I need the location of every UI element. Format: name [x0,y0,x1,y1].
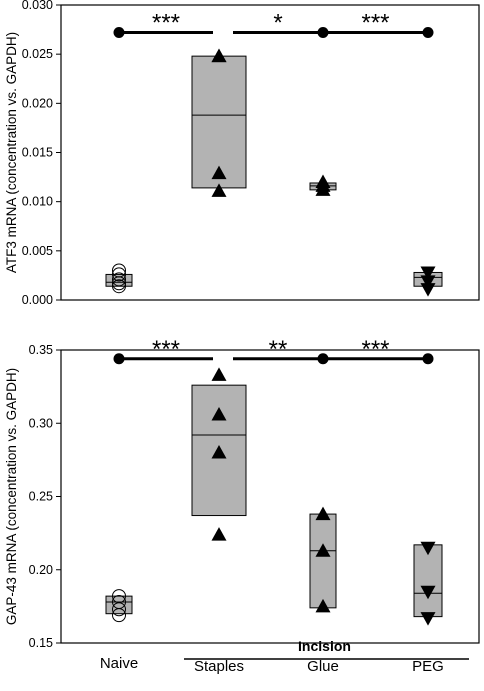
significance-label: *** [361,336,389,363]
x-label-peg: PEG [412,658,444,675]
point-glue [315,506,331,521]
x-label-naive: Naive [100,655,138,672]
point-staples [211,48,227,63]
y-tick-label: 0.30 [29,416,53,430]
significance-label: *** [152,336,180,363]
point-peg [420,541,436,556]
significance-dot [422,27,434,39]
significance-label: * [273,10,282,37]
box-glue [309,513,337,609]
point-naive [112,279,126,294]
point-peg [420,275,436,289]
point-naive [112,589,126,604]
point-naive [112,272,126,287]
y-tick-label: 0.025 [22,47,53,61]
y-tick-label: 0.000 [22,293,53,307]
y-tick-label: 0.35 [29,343,53,357]
point-naive [112,263,126,278]
point-peg [420,266,436,280]
point-staples [211,367,227,381]
point-peg [420,585,436,600]
y-tick-label: 0.15 [29,636,53,650]
y-axis-label: GAP-43 mRNA (concentration vs. GAPDH) [4,368,19,625]
point-staples [211,183,227,197]
y-tick-label: 0.030 [22,0,53,12]
y-tick-label: 0.010 [22,195,53,209]
significance-dot [317,27,329,39]
point-glue [315,543,331,557]
significance-dot [422,353,434,365]
box-naive [105,273,133,287]
significance-dot [317,353,329,365]
y-tick-label: 0.25 [29,490,53,504]
gap43-panel: 0.15 0.20 0.25 0.30 0.35 GAP-43 mRNA (concent… [4,336,480,650]
significance-label: ** [269,336,288,363]
y-axis-label: ATF3 mRNA (concentration vs. GAPDH) [4,32,19,273]
y-tick-label: 0.020 [22,96,53,110]
box-peg [413,544,443,618]
point-naive [112,267,126,282]
point-naive [112,594,126,609]
significance-label: *** [152,10,180,37]
point-staples [211,445,227,459]
incision-group-label: Incision [298,638,351,654]
x-label-glue: Glue [307,658,339,675]
point-staples [211,527,227,541]
x-label-staples: Staples [194,658,244,675]
point-glue [315,174,331,188]
point-peg [420,612,436,626]
y-tick-label: 0.005 [22,244,53,258]
significance-dot [113,353,125,365]
y-tick-label: 0.015 [22,146,53,160]
significance-label: *** [361,10,389,37]
point-peg [420,283,436,297]
plot-frame [60,4,480,301]
atf3-panel: 0.000 0.005 0.010 0.015 0.020 0.025 0.030 ATF3 … [4,0,480,307]
y-tick-label: 0.20 [29,563,53,577]
x-axis-labels: Naive Staples Glue PEG Incision [100,638,469,675]
point-staples [211,165,227,180]
point-glue [315,598,331,613]
point-staples [211,406,227,421]
significance-dot [113,27,125,39]
box-naive [105,595,133,615]
